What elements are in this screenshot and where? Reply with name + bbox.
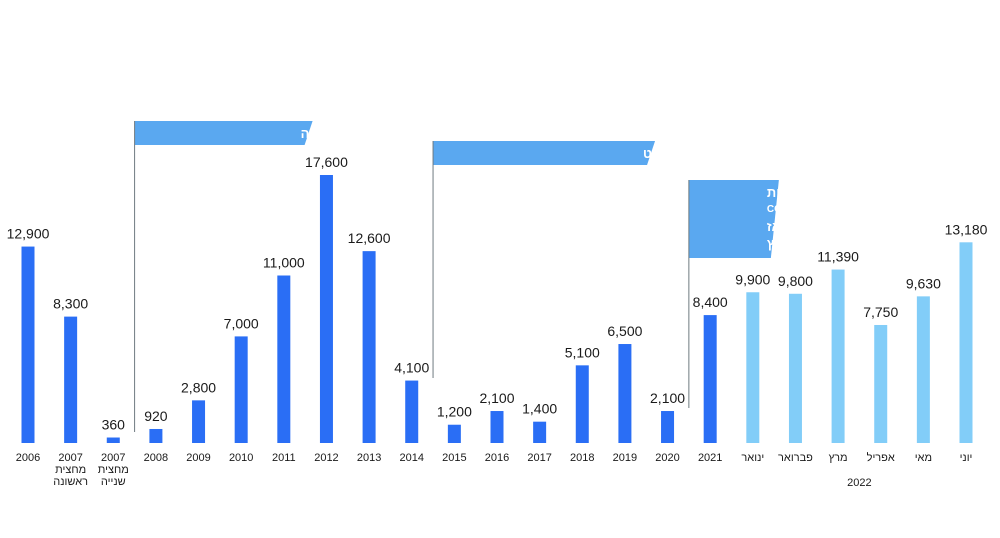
bar-value-label: 9,900 xyxy=(735,271,770,287)
annotation-text: COVID-19 xyxy=(767,204,814,215)
x-tick-label: 2010 xyxy=(229,452,253,464)
x-tick-label: 2011 xyxy=(272,452,296,464)
bar xyxy=(149,428,163,443)
bar-value-label: 1,400 xyxy=(522,401,557,417)
bar xyxy=(703,315,717,443)
bar-value-label: 7,000 xyxy=(224,315,259,331)
bar xyxy=(874,324,888,443)
x-tick-label: 2019 xyxy=(613,452,637,464)
bar xyxy=(490,411,504,443)
bar xyxy=(64,316,78,443)
bar-value-label: 2,800 xyxy=(181,379,216,395)
bar xyxy=(618,344,632,443)
x-tick-label: 2008 xyxy=(144,452,168,464)
bar xyxy=(746,292,760,443)
x-tick-label: 2007 מחצית שנייה xyxy=(98,452,129,488)
bar-value-label: 2,100 xyxy=(479,390,514,406)
bar-value-label: 7,750 xyxy=(863,304,898,320)
bar-value-label: 9,800 xyxy=(778,273,813,289)
annotation-box xyxy=(433,141,656,165)
bar xyxy=(21,246,35,443)
x-tick-label: 2021 xyxy=(698,452,722,464)
annotation-text: מגבלות xyxy=(767,185,811,200)
bar-value-label: 12,600 xyxy=(348,230,391,246)
x-tick-label: 2016 xyxy=(485,452,509,464)
bar-value-label: 920 xyxy=(144,408,168,424)
bar xyxy=(916,296,930,443)
bar-value-label: 9,630 xyxy=(906,275,941,291)
x-tick-label: יוני xyxy=(960,452,973,464)
bar-value-label: 360 xyxy=(102,417,126,433)
bar-value-label: 2,100 xyxy=(650,390,685,406)
x-tick-label: 2020 xyxy=(655,452,679,464)
bar-value-label: 6,500 xyxy=(607,323,642,339)
x-tick-label: 2015 xyxy=(442,452,466,464)
annotation-box xyxy=(134,121,313,145)
annotation-text: יוני 2007 – המצור על עזה xyxy=(301,126,447,141)
x-tick-label: 2006 xyxy=(16,452,40,464)
labels-layer: 12,900 2006 8,300 2007 מחצית ראשונה 360 2007 מחצ… xyxy=(7,154,988,489)
bar xyxy=(106,437,120,443)
bar xyxy=(192,400,206,443)
x-tick-label: 2014 xyxy=(399,452,423,464)
annotations-layer: יוני 2007 – המצור על עזה הסלמה במעשי האיב… xyxy=(134,121,840,432)
x-tick-label: 2018 xyxy=(570,452,594,464)
x-tick-label: מרץ xyxy=(829,452,848,464)
group-label: 2022 xyxy=(847,477,871,489)
bar-value-label: 11,390 xyxy=(817,249,859,265)
bars-layer xyxy=(21,175,973,443)
x-tick-label: מאי xyxy=(915,452,932,464)
bar-value-label: 12,900 xyxy=(7,226,50,242)
bar xyxy=(959,242,973,443)
bar xyxy=(319,175,333,443)
annotation-text: שהוסרו מאז xyxy=(767,219,837,234)
annotation-box xyxy=(688,180,779,258)
bar xyxy=(533,421,547,443)
x-tick-label: 2007 מחצית ראשונה xyxy=(53,452,88,488)
x-tick-label: 2012 xyxy=(314,452,338,464)
annotation-text: מרץ xyxy=(767,236,791,251)
x-tick-label: ינואר xyxy=(741,452,764,464)
bar xyxy=(661,411,675,443)
bar xyxy=(831,269,845,443)
bar xyxy=(234,336,248,443)
bar-value-label: 13,180 xyxy=(945,221,988,237)
annotation-text: הסלמה במעשי האיבה יולי-אוגוסט xyxy=(643,146,840,161)
bar-value-label: 11,000 xyxy=(263,255,305,271)
bar xyxy=(405,380,419,443)
bar xyxy=(575,365,589,443)
bar xyxy=(447,424,461,443)
x-tick-label: 2017 xyxy=(527,452,551,464)
bar-value-label: 17,600 xyxy=(305,154,348,170)
bar-value-label: 5,100 xyxy=(565,344,600,360)
x-tick-label: אפריל xyxy=(867,451,895,464)
bar xyxy=(362,251,376,443)
bar-value-label: 1,200 xyxy=(437,404,472,420)
bar-value-label: 8,300 xyxy=(53,296,88,312)
x-tick-label: 2013 xyxy=(357,452,381,464)
bar-value-label: 4,100 xyxy=(394,360,429,376)
bar-value-label: 8,400 xyxy=(693,294,728,310)
bar xyxy=(277,275,291,443)
bar xyxy=(788,293,802,443)
x-tick-label: 2009 xyxy=(186,452,210,464)
x-tick-label: פברואר xyxy=(778,452,813,464)
